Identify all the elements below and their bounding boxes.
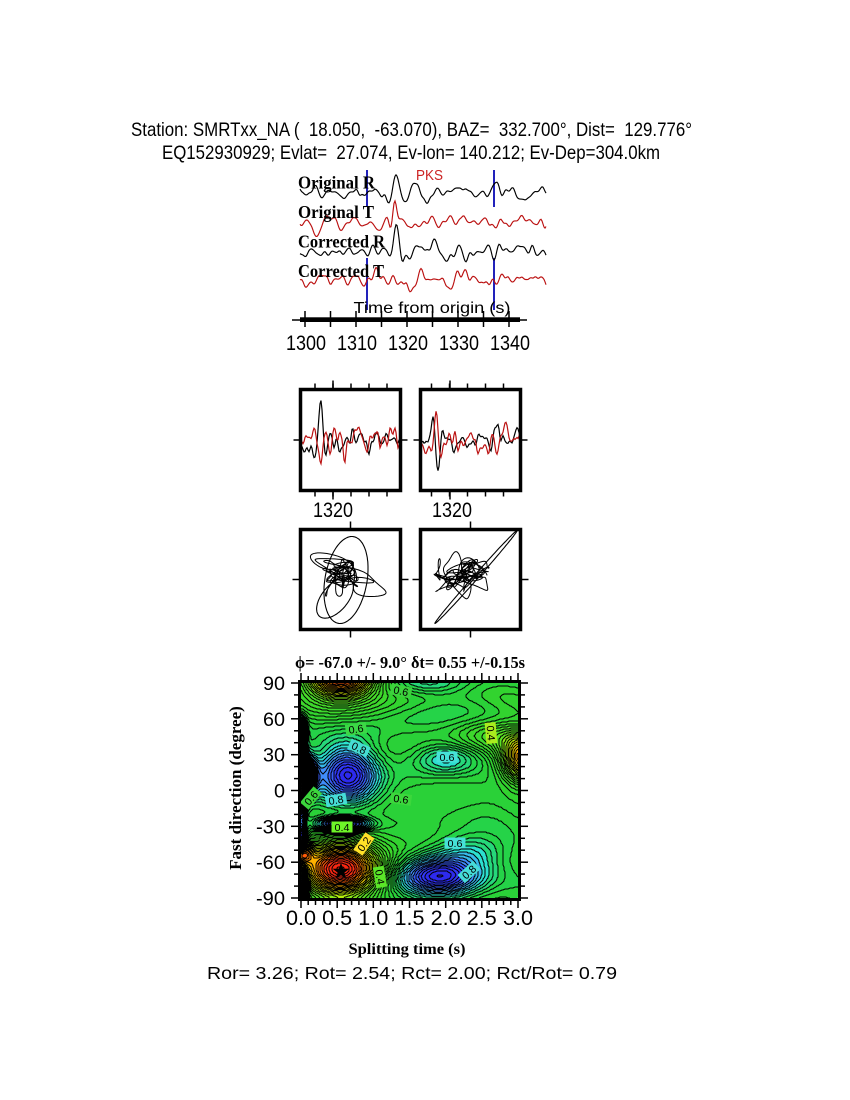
svg-text:Ror= 3.26; Rot= 2.54; Rct= 2.0: Ror= 3.26; Rot= 2.54; Rct= 2.00; Rct/Rot… [207, 963, 617, 983]
svg-text:0.8: 0.8 [328, 794, 345, 808]
svg-text:0.4: 0.4 [484, 725, 497, 741]
svg-text:-60: -60 [256, 852, 285, 874]
svg-text:0.0: 0.0 [286, 907, 316, 930]
svg-text:Corrected T: Corrected T [298, 261, 384, 281]
svg-text:0.6: 0.6 [448, 838, 463, 850]
svg-text:Splitting time (s): Splitting time (s) [349, 941, 466, 958]
svg-text:1330: 1330 [439, 332, 479, 355]
svg-text:0: 0 [274, 781, 285, 803]
svg-text:0.5: 0.5 [322, 907, 352, 930]
svg-text:0.4: 0.4 [372, 869, 386, 886]
svg-text:1320: 1320 [432, 499, 472, 522]
svg-text:-30: -30 [256, 816, 285, 838]
svg-text:0.4: 0.4 [335, 822, 350, 834]
svg-text:0.6: 0.6 [393, 793, 410, 807]
svg-text:1340: 1340 [490, 332, 530, 355]
svg-text:1.5: 1.5 [395, 907, 425, 930]
svg-text:ϕ= -67.0 +/- 9.0° δt= 0.55 +/-: ϕ= -67.0 +/- 9.0° δt= 0.55 +/-0.15s [295, 653, 526, 672]
svg-text:3.0: 3.0 [503, 907, 533, 930]
svg-text:Original R: Original R [298, 173, 375, 193]
svg-text:Fast direction (degree): Fast direction (degree) [226, 706, 245, 870]
svg-text:1320: 1320 [388, 332, 428, 355]
svg-text:Original T: Original T [298, 202, 374, 222]
svg-text:0.6: 0.6 [440, 752, 455, 764]
svg-text:1300: 1300 [286, 332, 326, 355]
svg-text:1.0: 1.0 [358, 907, 388, 930]
svg-text:30: 30 [263, 745, 285, 767]
svg-text:60: 60 [263, 709, 285, 731]
svg-text:Station: SMRTxx_NA ( 18.050,: Station: SMRTxx_NA ( 18.050, -63.070), B… [131, 119, 692, 141]
svg-text:Time from origin (s): Time from origin (s) [354, 300, 511, 317]
svg-text:1320: 1320 [313, 499, 353, 522]
svg-text:EQ152930929; Evlat= 27.074, E: EQ152930929; Evlat= 27.074, Ev-lon= 140.… [162, 142, 660, 164]
svg-text:0.6: 0.6 [392, 684, 409, 699]
svg-text:2.5: 2.5 [467, 907, 497, 930]
svg-text:90: 90 [263, 673, 285, 695]
svg-text:Corrected R: Corrected R [298, 232, 385, 252]
svg-text:-90: -90 [256, 888, 285, 910]
svg-text:PKS: PKS [416, 167, 443, 184]
svg-text:0.6: 0.6 [348, 723, 365, 737]
svg-text:1310: 1310 [337, 332, 377, 355]
svg-text:0.8: 0.8 [349, 740, 368, 757]
svg-text:2.0: 2.0 [431, 907, 461, 930]
